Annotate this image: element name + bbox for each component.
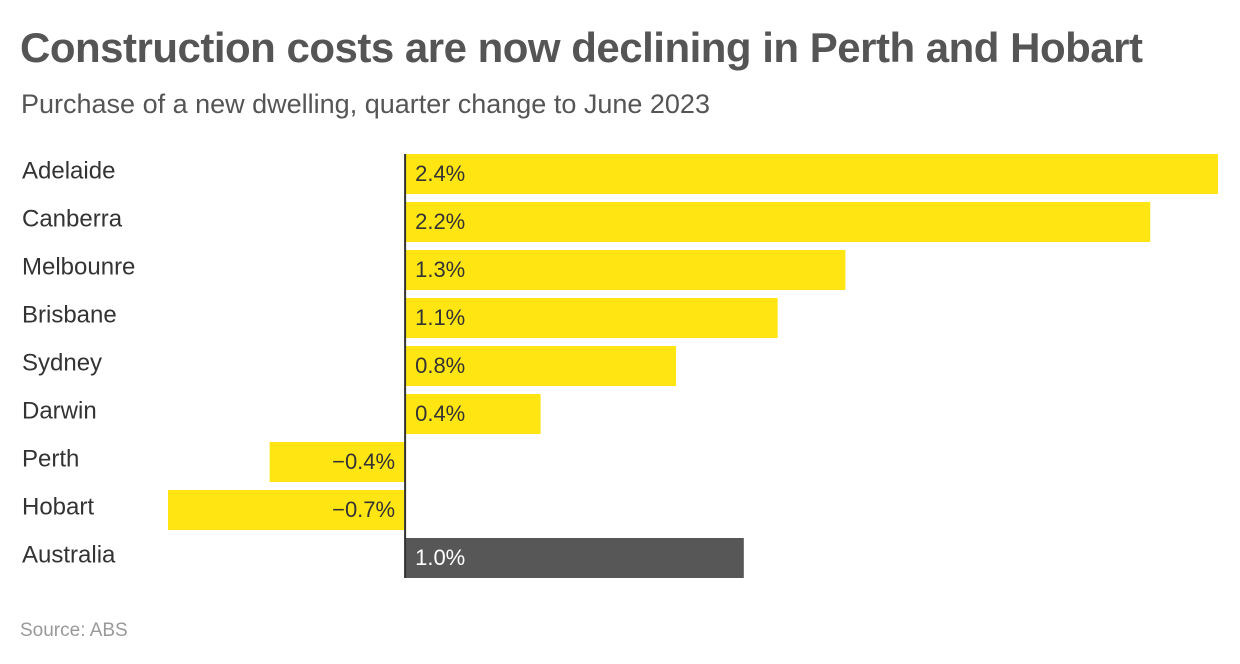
value-label-melbounre: 1.3%	[415, 257, 465, 282]
value-label-perth: −0.4%	[332, 449, 395, 474]
chart-subtitle: Purchase of a new dwelling, quarter chan…	[21, 89, 710, 119]
bar-darwin	[405, 394, 541, 434]
bar-brisbane	[405, 298, 778, 338]
category-label-australia: Australia	[22, 541, 116, 568]
bar-australia	[405, 538, 744, 578]
value-label-canberra: 2.2%	[415, 209, 465, 234]
value-label-brisbane: 1.1%	[415, 305, 465, 330]
category-label-darwin: Darwin	[22, 397, 97, 424]
value-label-adelaide: 2.4%	[415, 161, 465, 186]
bar-sydney	[405, 346, 677, 386]
bar-perth	[269, 442, 406, 482]
bar-canberra	[405, 202, 1151, 242]
value-labels-group: 2.4% 2.2% 1.3% 1.1% 0.8% 0.4% −0.4% −0.7% 1.0%	[332, 161, 465, 570]
category-label-hobart: Hobart	[22, 493, 94, 520]
bar-melbounre	[405, 250, 846, 290]
category-label-perth: Perth	[22, 445, 79, 472]
category-label-canberra: Canberra	[22, 205, 123, 232]
bar-hobart	[168, 490, 406, 530]
category-label-melbounre: Melbounre	[22, 253, 135, 280]
value-label-hobart: −0.7%	[332, 497, 395, 522]
chart-title: Construction costs are now declining in …	[20, 24, 1143, 71]
category-label-brisbane: Brisbane	[22, 301, 117, 328]
value-label-australia: 1.0%	[415, 545, 465, 570]
category-labels-group: Adelaide Canberra Melbounre Brisbane Sydney D…	[22, 157, 135, 568]
bar-adelaide	[405, 154, 1218, 194]
source-note: Source: ABS	[20, 620, 128, 641]
value-label-sydney: 0.8%	[415, 353, 465, 378]
category-label-sydney: Sydney	[22, 349, 102, 376]
category-label-adelaide: Adelaide	[22, 157, 115, 184]
bars-group	[168, 154, 1218, 578]
value-label-darwin: 0.4%	[415, 401, 465, 426]
